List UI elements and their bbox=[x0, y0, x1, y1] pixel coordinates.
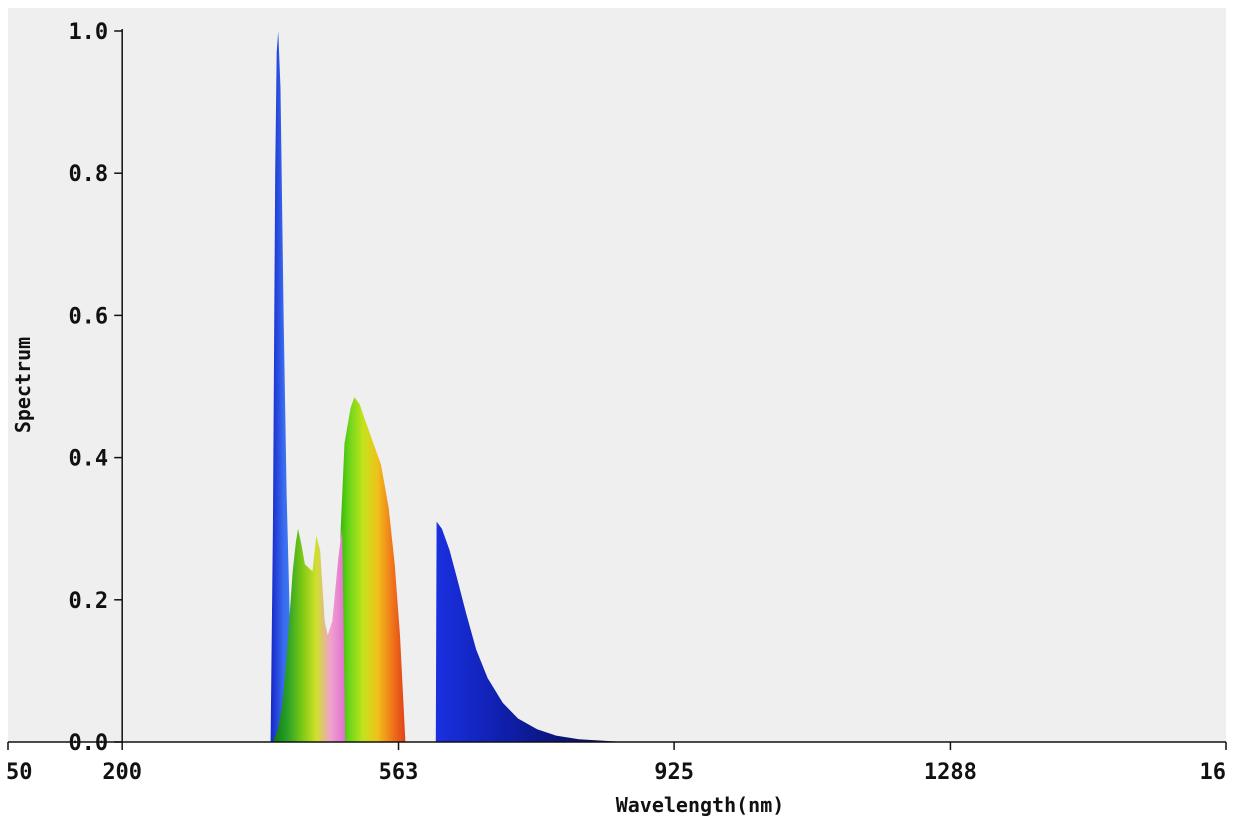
plot-area bbox=[8, 8, 1226, 742]
x-tick-label-0: 50 bbox=[6, 760, 33, 785]
y-tick-label-0: 0.0 bbox=[68, 731, 108, 756]
x-tick-label-1: 200 bbox=[102, 760, 142, 785]
spectrum-band-4 bbox=[435, 521, 625, 742]
y-tick-label-1: 0.2 bbox=[68, 589, 108, 614]
y-axis-title: Spectrum bbox=[11, 337, 35, 433]
x-tick-label-3: 925 bbox=[654, 760, 694, 785]
x-tick-label-5: 16 bbox=[1200, 760, 1227, 785]
y-tick-label-3: 0.6 bbox=[68, 304, 108, 329]
axes-layer: 50 200 563 925 1288 16 0.0 0.2 0.4 0.6 0.8 1.0 bbox=[6, 20, 1227, 785]
x-tick-label-2: 563 bbox=[379, 760, 419, 785]
spectrum-band-3 bbox=[272, 528, 346, 742]
spectrum-band-1 bbox=[270, 31, 298, 742]
spectrum-band-2 bbox=[335, 397, 406, 742]
x-tick-label-4: 1288 bbox=[924, 760, 977, 785]
y-tick-label-4: 0.8 bbox=[68, 162, 108, 187]
y-tick-label-5: 1.0 bbox=[68, 20, 108, 45]
x-axis-title: Wavelength(nm) bbox=[616, 793, 785, 817]
series-layer bbox=[270, 31, 625, 742]
y-tick-label-2: 0.4 bbox=[68, 447, 108, 472]
